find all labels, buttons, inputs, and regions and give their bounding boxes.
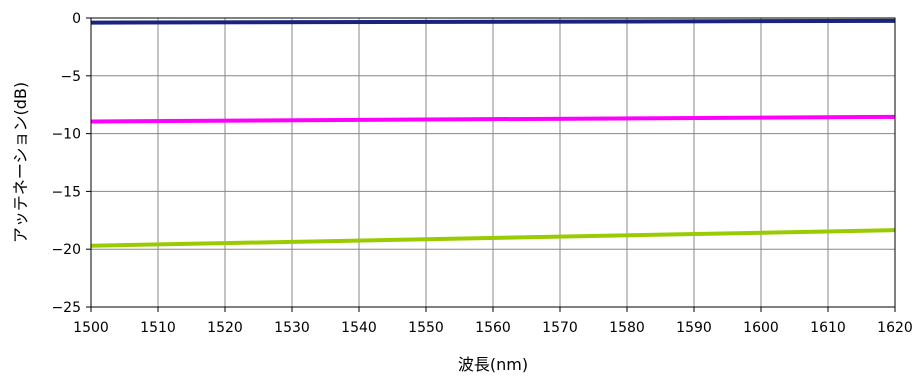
tick-labels: 1500 1510 1520 1530 1540 1550 1560 1570 1580 1590… bbox=[51, 11, 912, 336]
x-tick-label: 1530 bbox=[274, 320, 310, 336]
series-line-1 bbox=[90, 18, 896, 25]
x-tick-label: 1570 bbox=[542, 320, 578, 336]
x-tick-label: 1580 bbox=[609, 320, 645, 336]
y-tick-label: −15 bbox=[51, 184, 81, 200]
series-line-2 bbox=[90, 114, 896, 124]
y-axis-title: アッテネーション(dB) bbox=[11, 82, 30, 243]
axes bbox=[86, 17, 896, 312]
x-tick-label: 1610 bbox=[810, 320, 846, 336]
series-line-3 bbox=[90, 228, 896, 248]
x-tick-label: 1600 bbox=[743, 320, 779, 336]
x-tick-label: 1500 bbox=[73, 320, 109, 336]
plot-frame bbox=[90, 17, 896, 308]
x-tick-label: 1590 bbox=[676, 320, 712, 336]
y-tick-label: −25 bbox=[51, 300, 81, 316]
x-tick-label: 1520 bbox=[207, 320, 243, 336]
x-axis-title: 波長(nm) bbox=[458, 355, 528, 374]
y-tick-label: −20 bbox=[51, 242, 81, 258]
x-tick-label: 1510 bbox=[140, 320, 176, 336]
y-tick-label: −10 bbox=[51, 127, 81, 143]
series-layer bbox=[90, 18, 896, 248]
x-tick-label: 1620 bbox=[877, 320, 913, 336]
y-tick-label: 0 bbox=[72, 11, 81, 27]
x-tick-label: 1540 bbox=[341, 320, 377, 336]
grid bbox=[90, 17, 896, 308]
x-tick-label: 1560 bbox=[475, 320, 511, 336]
x-tick-label: 1550 bbox=[408, 320, 444, 336]
y-tick-label: −5 bbox=[60, 69, 81, 85]
